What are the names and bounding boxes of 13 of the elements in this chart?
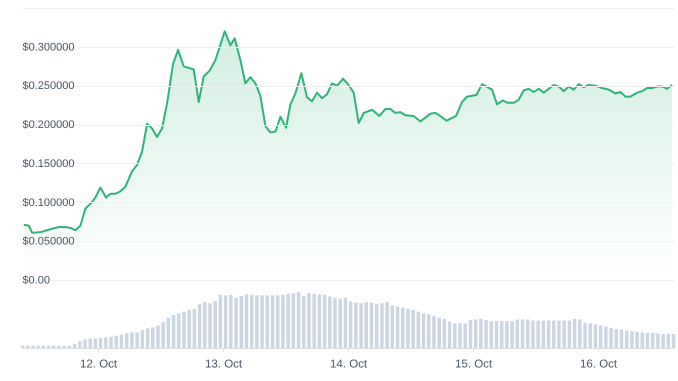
x-tick-label: 14. Oct [330,358,368,370]
y-tick-label: $0.00 [22,274,50,286]
y-tick-label: $0.200000 [22,119,74,132]
y-tick-label: $0.150000 [22,158,74,170]
x-tick-label: 15. Oct [455,358,493,370]
y-tick-label: $0.250000 [22,80,74,92]
y-tick-label: $0.050000 [22,236,74,248]
x-tick-label: 12. Oct [80,358,118,370]
y-tick-label: $0.100000 [22,196,74,209]
x-tick-label: 13. Oct [205,358,243,370]
y-tick-label: $0.300000 [22,41,74,54]
bar [672,334,676,348]
x-tick-label: 16. Oct [580,358,618,370]
